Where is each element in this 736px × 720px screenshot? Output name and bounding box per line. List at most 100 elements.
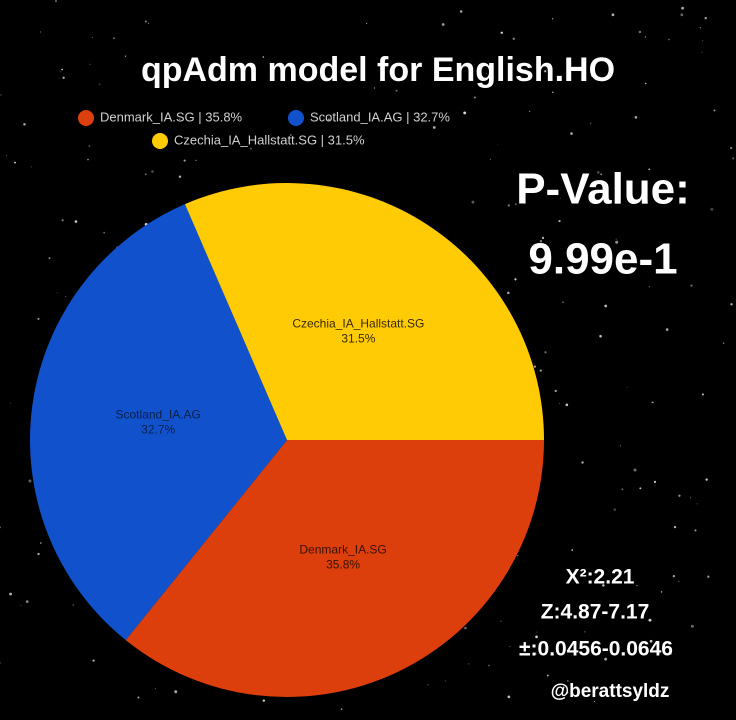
star xyxy=(690,284,693,287)
star xyxy=(558,403,560,405)
star xyxy=(9,592,12,596)
star xyxy=(471,200,475,204)
pie-slice xyxy=(184,182,545,440)
star xyxy=(514,278,517,281)
star xyxy=(648,618,652,622)
star xyxy=(516,554,519,557)
star xyxy=(441,23,445,26)
star xyxy=(37,552,40,556)
star xyxy=(539,369,542,372)
star xyxy=(249,147,252,150)
star xyxy=(56,292,58,294)
star xyxy=(611,13,615,17)
star xyxy=(10,402,12,404)
star xyxy=(626,386,628,388)
star xyxy=(507,695,511,699)
star xyxy=(681,6,685,10)
star xyxy=(558,219,561,223)
star xyxy=(730,303,733,306)
annotation: P-Value: xyxy=(516,165,690,214)
star xyxy=(137,696,140,699)
star xyxy=(619,445,621,447)
star xyxy=(74,220,78,223)
star xyxy=(529,110,531,112)
star xyxy=(651,401,653,404)
legend-label: Denmark_IA.SG | 35.8% xyxy=(100,109,243,124)
legend-label: Czechia_IA_Hallstatt.SG | 31.5% xyxy=(174,132,365,147)
star xyxy=(473,96,476,99)
star xyxy=(363,87,365,89)
star xyxy=(23,123,26,126)
star xyxy=(562,301,564,303)
star xyxy=(464,626,467,630)
star xyxy=(705,478,708,481)
star xyxy=(552,91,554,93)
star xyxy=(14,161,16,164)
star xyxy=(593,700,595,703)
star xyxy=(40,542,42,544)
star xyxy=(91,37,93,38)
star xyxy=(262,56,265,58)
star xyxy=(565,403,569,407)
star xyxy=(62,76,65,79)
star xyxy=(507,291,510,295)
star xyxy=(590,122,592,124)
star xyxy=(28,479,32,483)
star xyxy=(54,0,58,3)
star xyxy=(514,203,517,206)
star xyxy=(88,145,91,147)
star xyxy=(590,73,594,77)
star xyxy=(641,193,645,196)
slice-label: Denmark_IA.SG xyxy=(299,542,386,556)
star xyxy=(113,37,115,40)
star xyxy=(645,82,647,85)
annotation: ±:0.0456-0.0646 xyxy=(519,638,673,661)
star xyxy=(6,154,8,156)
star xyxy=(0,94,2,96)
star xyxy=(178,175,182,178)
star xyxy=(701,51,703,53)
star xyxy=(183,159,186,162)
slice-label: Czechia_IA_Hallstatt.SG xyxy=(292,317,424,331)
star xyxy=(154,688,157,690)
star xyxy=(673,525,677,529)
star xyxy=(144,173,147,176)
star xyxy=(704,16,707,20)
star xyxy=(701,393,704,396)
star xyxy=(732,157,735,160)
star xyxy=(48,257,51,260)
star xyxy=(615,238,617,240)
star xyxy=(488,664,490,667)
chart-title: qpAdm model for English.HO xyxy=(141,51,615,89)
star xyxy=(30,166,32,168)
star xyxy=(544,70,547,73)
star xyxy=(37,317,40,320)
star xyxy=(636,585,638,587)
star xyxy=(666,268,668,271)
star xyxy=(0,662,1,664)
star xyxy=(427,684,429,686)
star xyxy=(541,236,545,240)
star xyxy=(512,37,515,40)
annotation: @berattsyldz xyxy=(551,681,670,702)
star xyxy=(702,40,704,42)
star xyxy=(604,304,608,308)
star xyxy=(665,328,669,331)
star xyxy=(678,494,681,497)
star xyxy=(722,342,725,344)
star xyxy=(533,652,537,655)
star xyxy=(459,10,463,13)
star xyxy=(678,580,680,582)
star xyxy=(419,115,421,117)
star xyxy=(500,620,502,622)
star xyxy=(648,286,650,288)
star xyxy=(613,508,617,511)
star xyxy=(92,659,95,662)
star xyxy=(672,575,675,578)
annotation: X²:2.21 xyxy=(566,566,635,589)
star xyxy=(710,207,714,211)
slice-value-label: 32.7% xyxy=(141,423,175,437)
star xyxy=(621,488,624,491)
star xyxy=(174,690,178,694)
pie-slice xyxy=(125,440,544,697)
